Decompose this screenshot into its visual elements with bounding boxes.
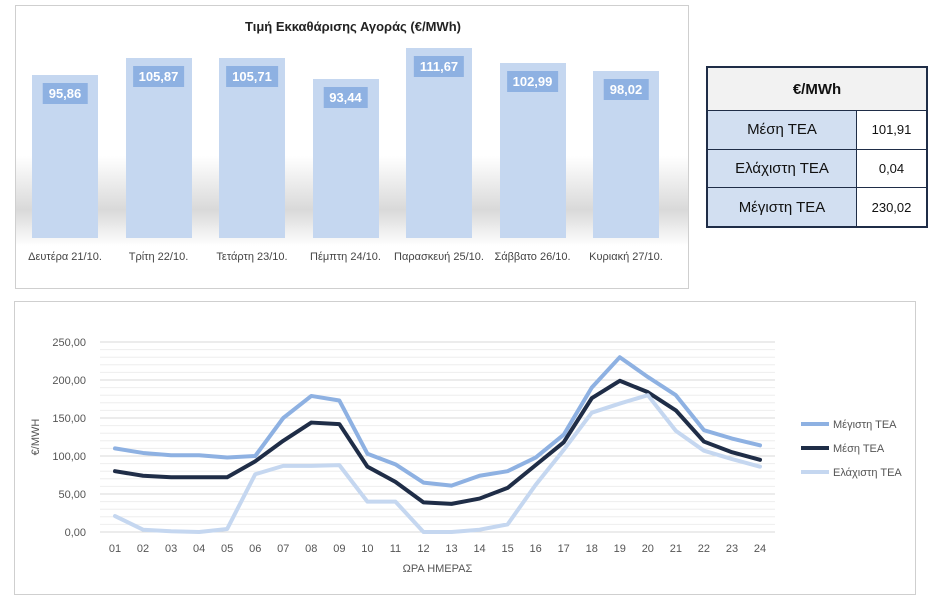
line-chart: 0,00 50,00 100,00 150,00 200,00 250,00 01 02 03 0…: [30, 337, 902, 575]
x-tick-label: 11: [390, 543, 401, 555]
bar-value-label: 93,44: [323, 87, 368, 109]
legend-label: Μέγιστη ΤΕΑ: [833, 419, 897, 431]
series-line-2: [113, 378, 762, 506]
bar-category-label: Πέμπτη 24/10.: [310, 251, 381, 263]
bar-2: [125, 58, 192, 238]
x-tick-label: 04: [193, 543, 205, 555]
legend-label: Μέση ΤΕΑ: [833, 443, 885, 455]
bar-value-label: 105,71: [226, 66, 278, 88]
stats-label-min: Ελάχιστη ΤΕΑ: [706, 148, 857, 188]
x-tick-label: 22: [698, 543, 710, 555]
x-tick-label: 03: [165, 543, 177, 555]
bar-category-label: Παρασκευή 25/10.: [394, 251, 484, 263]
bar-chart-panel: Τιμή Εκκαθάρισης Αγοράς (€/MWh) 95,86 Δευ…: [15, 5, 689, 289]
bar-3: [219, 58, 285, 238]
x-tick-label: 21: [670, 543, 682, 555]
bar-category-label: Δευτέρα 21/10.: [28, 251, 102, 263]
x-tick-label: 23: [726, 543, 738, 555]
x-tick-label: 20: [642, 543, 654, 555]
x-tick-label: 24: [754, 543, 766, 555]
y-tick-label: 0,00: [65, 527, 86, 539]
x-tick-label: 07: [277, 543, 289, 555]
bar-category-label: Τετάρτη 23/10.: [216, 251, 288, 263]
series-line-3: [113, 393, 762, 534]
bar-5: [406, 48, 472, 238]
x-tick-label: 02: [137, 543, 149, 555]
stats-value-min: 0,04: [856, 148, 928, 188]
x-tick-label: 16: [530, 543, 542, 555]
bar-category-label: Τρίτη 22/10.: [128, 251, 189, 263]
y-tick-label: 100,00: [52, 451, 86, 463]
bar-value-label: 95,86: [42, 83, 88, 105]
y-tick-label: 200,00: [52, 375, 86, 387]
bar-6: [499, 62, 566, 238]
stats-value-mean: 101,91: [856, 110, 928, 150]
series-line-1: [113, 355, 762, 488]
x-tick-label: 01: [109, 543, 121, 555]
stats-table: €/MWh Μέση ΤΕΑ 101,91 Ελάχιστη ΤΕΑ 0,04 …: [706, 66, 928, 228]
x-tick-label: 10: [361, 543, 373, 555]
bar-category-label: Σάββατο 26/10.: [494, 251, 571, 263]
x-tick-label: 15: [501, 543, 513, 555]
y-tick-label: 250,00: [52, 337, 86, 349]
stats-label-max: Μέγιστη ΤΕΑ: [706, 187, 857, 228]
bar-value-label: 111,67: [413, 56, 465, 78]
bar-value-label: 102,99: [506, 70, 559, 92]
stats-header: €/MWh: [706, 66, 928, 111]
line-chart-panel: 0,00 50,00 100,00 150,00 200,00 250,00 01 02 03 0…: [14, 301, 916, 595]
x-tick-label: 18: [586, 543, 598, 555]
x-tick-label: 06: [249, 543, 261, 555]
bar-value-label: 98,02: [603, 79, 649, 101]
x-tick-label: 14: [473, 543, 485, 555]
x-tick-label: 05: [221, 543, 233, 555]
x-axis-title: ΩΡΑ ΗΜΕΡΑΣ: [403, 563, 473, 575]
bar-chart-title: Τιμή Εκκαθάρισης Αγοράς (€/MWh): [214, 14, 492, 40]
x-tick-label: 08: [305, 543, 317, 555]
x-tick-label: 12: [417, 543, 429, 555]
x-tick-label: 13: [445, 543, 457, 555]
x-tick-label: 19: [614, 543, 626, 555]
stats-label-mean: Μέση ΤΕΑ: [706, 110, 857, 150]
x-tick-label: 17: [558, 543, 570, 555]
stats-value-max: 230,02: [856, 187, 928, 228]
x-tick-label: 09: [333, 543, 345, 555]
y-tick-label: 50,00: [58, 489, 86, 501]
bar-value-label: 105,87: [132, 66, 185, 88]
y-axis-title: €/MWH: [30, 419, 42, 456]
y-tick-label: 150,00: [52, 413, 86, 425]
bar-category-label: Κυριακή 27/10.: [589, 251, 663, 263]
legend-label: Ελάχιστη ΤΕΑ: [833, 467, 902, 479]
